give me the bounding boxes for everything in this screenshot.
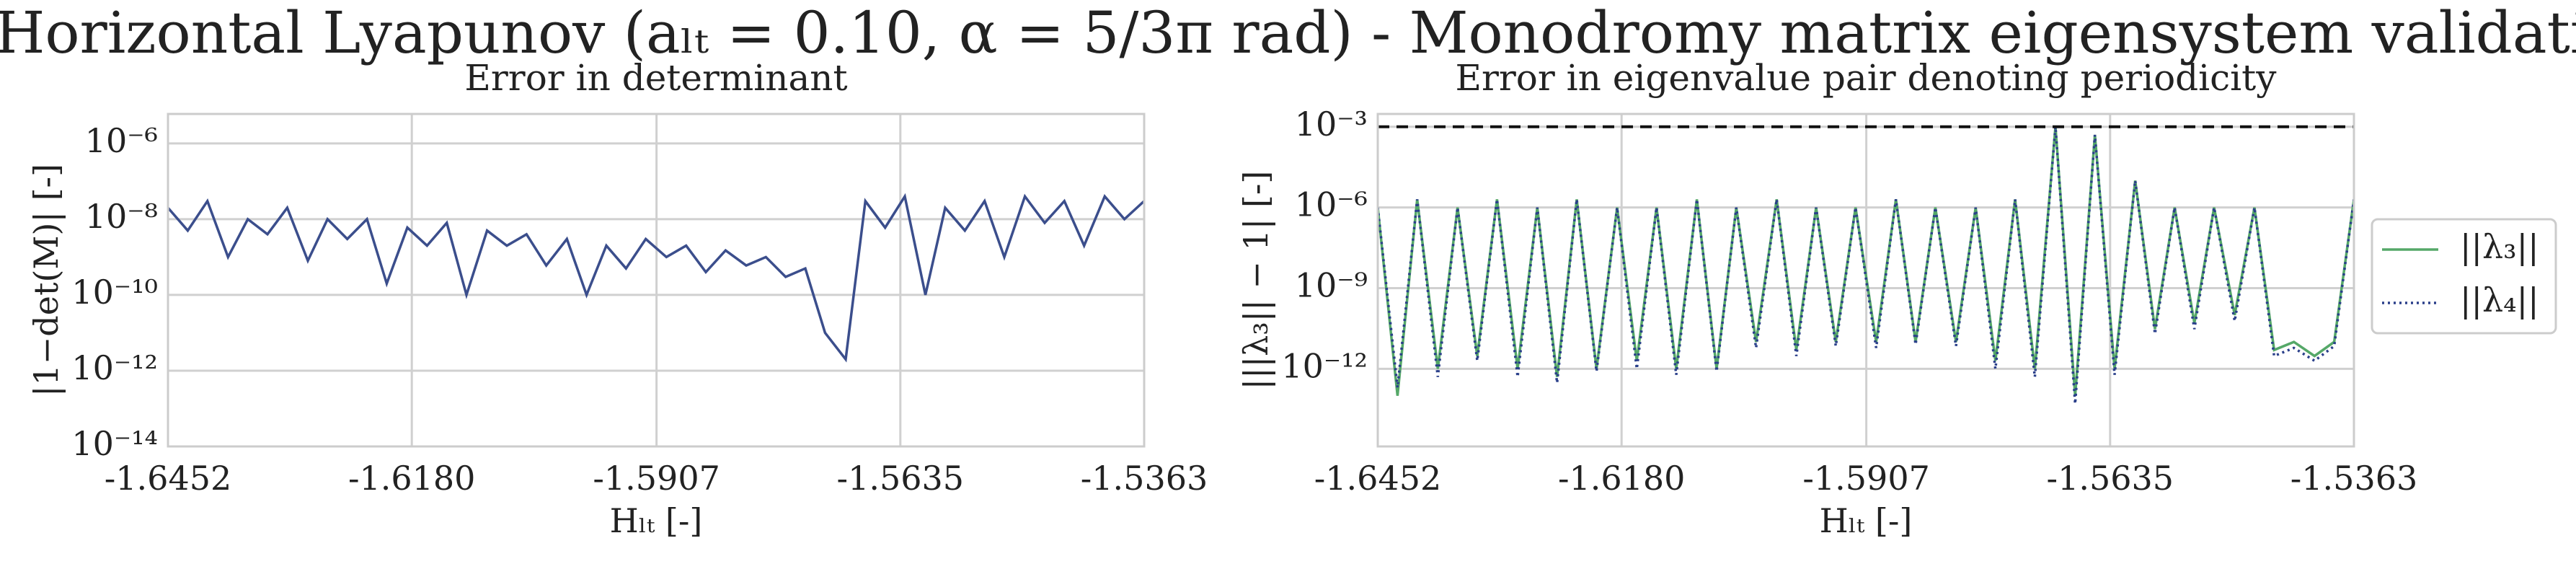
x-tick-label: -1.6452 [105,459,232,498]
data-line [168,193,1144,363]
figure-title: L₂ Horizontal Lyapunov (aₗₜ = 0.10, α = … [0,0,2576,66]
x-axis-label: Hₗₜ [-] [1820,501,1913,540]
x-tick-label: -1.5635 [837,459,965,498]
y-tick-label: 10⁻¹⁴ [71,424,158,463]
subplot-title: Error in eigenvalue pair denoting period… [1455,57,2277,99]
y-tick-label: 10⁻³ [1295,105,1368,144]
y-tick-label: 10⁻⁶ [1295,185,1368,224]
plot-frame [167,113,1146,448]
x-tick-label: -1.5907 [593,459,720,498]
x-tick-label: -1.5363 [1081,459,1208,498]
legend-box [2371,218,2557,335]
subplot-title: Error in determinant [464,57,847,99]
y-tick-label: 10⁻¹² [71,348,158,387]
y-tick-label: 10⁻¹² [1281,346,1368,385]
data-line [1378,126,2354,405]
y-axis-label: |1−det(M)| [-] [27,164,66,397]
y-tick-label: 10⁻¹⁰ [71,273,158,312]
x-tick-label: -1.5635 [2047,459,2174,498]
legend-label: ||λ₃|| [2460,227,2539,266]
legend-label: ||λ₄|| [2460,281,2539,320]
x-tick-label: -1.5363 [2290,459,2418,498]
x-tick-label: -1.6180 [348,459,476,498]
y-tick-label: 10⁻⁶ [85,121,158,160]
x-tick-label: -1.6180 [1558,459,1686,498]
x-tick-label: -1.6452 [1314,459,1442,498]
y-axis-label: |||λ₃|| − 1| [-] [1236,171,1275,390]
x-axis-label: Hₗₜ [-] [610,501,703,540]
plot-frame [1376,113,2355,448]
y-tick-label: 10⁻⁸ [85,197,158,236]
y-tick-label: 10⁻⁹ [1295,266,1368,305]
x-tick-label: -1.5907 [1802,459,1930,498]
